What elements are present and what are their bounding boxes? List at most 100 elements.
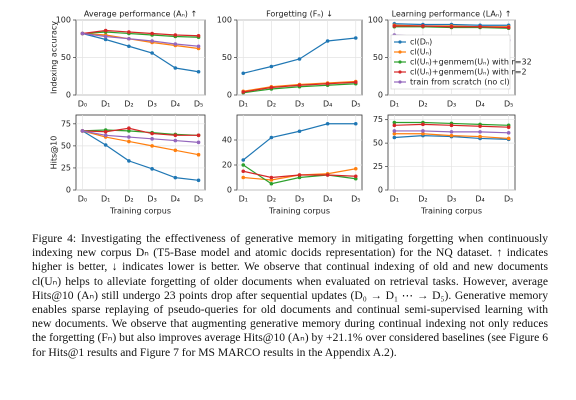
y-tick-label: 50 — [222, 53, 232, 62]
y-axis-label: Hits@10 — [50, 136, 59, 170]
data-point — [127, 44, 131, 49]
x-axis-label: Training corpus — [268, 207, 330, 216]
y-tick-label: 100 — [56, 16, 71, 25]
data-point — [297, 175, 302, 180]
data-point — [421, 24, 425, 28]
data-point — [103, 143, 108, 147]
data-point — [241, 71, 246, 76]
data-point — [325, 39, 330, 43]
y-tick-label: 100 — [368, 16, 383, 25]
data-point — [196, 33, 201, 38]
data-point — [196, 140, 201, 145]
y-tick-label: 75 — [373, 115, 383, 124]
data-point — [103, 133, 108, 138]
data-point — [353, 176, 358, 181]
y-tick-label: 0 — [66, 91, 71, 100]
data-point — [103, 37, 108, 42]
legend-marker — [398, 70, 402, 74]
data-point — [150, 131, 154, 136]
data-point — [150, 167, 154, 171]
data-point — [353, 36, 358, 40]
x-tick-label: D₂ — [124, 195, 133, 204]
data-point — [353, 166, 358, 171]
y-tick-label: 50 — [61, 141, 71, 150]
data-point — [325, 173, 330, 177]
data-point — [150, 137, 154, 141]
y-tick-label: 50 — [373, 53, 383, 62]
data-point — [127, 30, 131, 34]
data-point — [241, 175, 246, 180]
data-point — [173, 42, 178, 46]
x-tick-label: D₅ — [504, 195, 513, 204]
series-line — [82, 127, 199, 136]
data-point — [173, 175, 178, 180]
legend-marker — [398, 60, 402, 64]
data-point — [241, 90, 246, 94]
legend-marker — [398, 40, 402, 44]
series-line — [82, 130, 199, 156]
data-point — [269, 175, 274, 180]
x-tick-label: D₁ — [101, 195, 110, 204]
data-point — [353, 121, 358, 126]
data-point — [392, 24, 397, 28]
panel-title: Forgetting (Fₙ) ↓ — [266, 10, 333, 19]
series-line — [82, 130, 199, 181]
data-point — [325, 121, 330, 126]
data-point — [449, 123, 454, 128]
data-point — [173, 133, 178, 138]
data-point — [506, 125, 511, 129]
panel-title: Average performance (Aₙ) ↑ — [84, 10, 197, 19]
x-tick-label: D₄ — [323, 195, 332, 204]
data-point — [392, 131, 397, 136]
data-point — [241, 163, 246, 167]
x-tick-label: D₄ — [475, 100, 484, 109]
data-point — [353, 80, 358, 85]
x-tick-label: D₄ — [171, 195, 180, 204]
data-point — [269, 135, 274, 140]
x-tick-label: D₂ — [267, 100, 276, 109]
data-point — [353, 174, 358, 179]
data-point — [421, 129, 425, 133]
data-point — [196, 133, 201, 138]
data-point — [269, 178, 274, 182]
data-point — [103, 34, 108, 39]
data-point — [150, 51, 154, 55]
data-point — [150, 39, 154, 43]
data-point — [506, 25, 511, 30]
legend-marker — [398, 80, 402, 84]
x-tick-label: D₂ — [267, 195, 276, 204]
data-point — [127, 129, 131, 133]
data-point — [241, 158, 246, 162]
data-point — [173, 33, 178, 37]
x-tick-label: D₁ — [239, 100, 248, 109]
data-point — [127, 135, 131, 139]
y-axis-label: Indexing accuracy — [50, 21, 59, 94]
legend-label: cl(Uₙ) — [410, 48, 432, 57]
data-point — [127, 159, 131, 163]
x-tick-label: D₅ — [194, 100, 203, 109]
data-point — [421, 122, 425, 127]
x-tick-label: D₃ — [295, 195, 304, 204]
y-tick-label: 0 — [378, 186, 383, 195]
y-tick-label: 0 — [66, 186, 71, 195]
y-tick-label: 25 — [61, 163, 71, 172]
data-point — [478, 130, 482, 134]
data-point — [449, 130, 454, 134]
legend-label: cl(Uₙ)+genmem(Uₙ) with r=32 — [410, 58, 532, 67]
y-tick-label: 50 — [373, 139, 383, 148]
data-point — [392, 135, 397, 140]
data-point — [392, 120, 397, 125]
y-tick-label: 75 — [61, 119, 71, 128]
data-point — [103, 28, 108, 33]
x-tick-label: D₃ — [147, 195, 156, 204]
data-point — [173, 66, 178, 70]
series-line — [82, 29, 199, 37]
data-point — [150, 31, 154, 36]
data-point — [150, 144, 154, 148]
x-tick-label: D₁ — [101, 100, 110, 109]
x-tick-label: D₀ — [78, 100, 87, 109]
x-tick-label: D₃ — [447, 100, 456, 109]
plot-area — [75, 114, 206, 191]
data-point — [196, 69, 201, 74]
